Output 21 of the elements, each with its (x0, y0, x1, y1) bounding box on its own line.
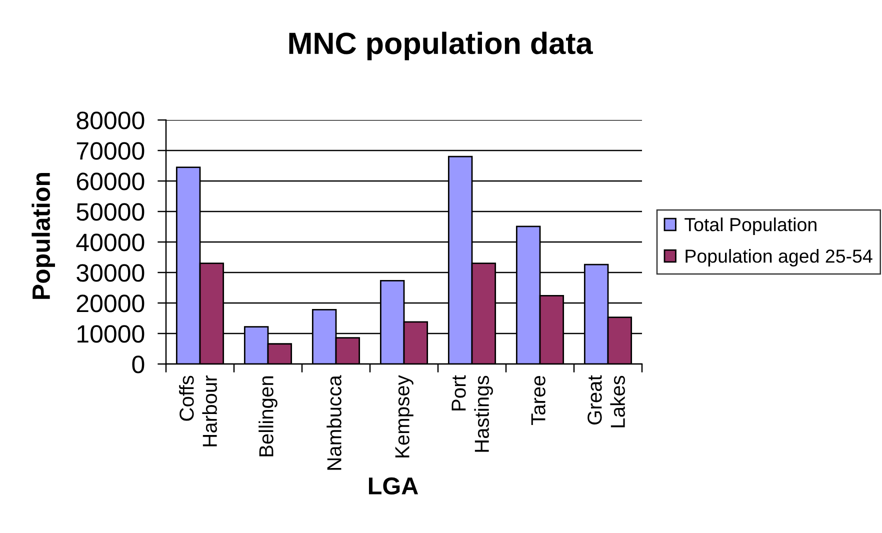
y-tick-label: 40000 (76, 234, 144, 252)
x-axis-title: LGA (368, 477, 418, 495)
y-tick-label: 60000 (76, 172, 144, 190)
x-tick-label: Coffs Harbour (179, 375, 217, 446)
legend-label: Population aged 25-54 (686, 249, 872, 267)
x-tick-label: Bellingen (258, 376, 278, 456)
x-tick-label: Great Lakes (588, 375, 625, 428)
y-tick-label: 50000 (76, 203, 144, 221)
x-tick-label: Taree (531, 376, 546, 426)
y-tick-label: 30000 (76, 264, 144, 282)
y-tick-label: 10000 (78, 325, 144, 343)
chart-title: MNC population data (289, 32, 593, 60)
y-tick-label: 70000 (76, 142, 144, 160)
y-axis-title: Population (32, 172, 55, 299)
y-tick-label: 80000 (76, 112, 144, 130)
x-tick-label: Nambucca (326, 375, 342, 470)
y-tick-label: 0 (132, 356, 144, 374)
x-tick-label: Port Hastings (452, 375, 493, 452)
x-tick-label: Kempsey (395, 375, 414, 458)
legend-label: Total Population (684, 217, 816, 235)
y-tick-label: 20000 (76, 294, 144, 312)
